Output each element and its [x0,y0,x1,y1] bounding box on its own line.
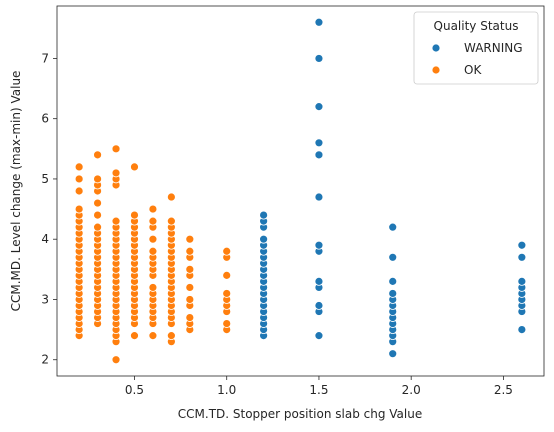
point-ok-21 [74,204,84,214]
point-warning-44 [388,252,398,262]
point-warning-54 [517,240,527,250]
y-axis-label: CCM.MD. Level change (max-min) Value [9,71,23,312]
point-ok-93 [130,210,139,220]
point-ok-74 [130,331,139,341]
point-ok-150 [222,270,232,280]
point-ok-108 [148,234,158,244]
x-tick-label-3: 2.0 [402,383,421,397]
x-tick-label-1: 1.0 [217,383,236,397]
y-tick-label-5: 7 [41,51,49,65]
point-ok-47 [93,150,102,160]
point-ok-152 [222,246,232,256]
point-ok-48 [111,355,121,365]
point-ok-69 [111,216,121,226]
point-warning-31 [314,54,324,63]
point-ok-46 [93,174,102,184]
point-ok-149 [222,289,232,298]
point-ok-138 [185,283,195,292]
legend-marker-warning [431,43,441,53]
point-ok-42 [93,210,102,220]
point-warning-28 [314,150,324,160]
legend-box [413,11,539,85]
x-tick-label-2: 1.5 [309,383,328,397]
legend-marker-ok [431,65,441,75]
point-ok-132 [166,192,176,202]
points-layer [74,17,527,365]
point-warning-32 [314,17,324,27]
point-warning-52 [517,276,527,286]
y-axis: 2 3 4 5 6 7 [41,51,57,367]
point-ok-113 [166,331,176,341]
point-ok-41 [93,222,102,232]
point-ok-110 [148,216,158,226]
point-warning-27 [314,192,324,202]
x-tick-label-0: 0.5 [125,383,144,397]
point-warning-53 [517,252,527,262]
point-ok-23 [74,174,84,184]
point-ok-135 [185,313,195,322]
point-warning-43 [388,276,398,286]
point-ok-94 [130,162,139,172]
point-ok-73 [111,144,121,154]
x-axis: 0.5 1.0 1.5 2.0 2.5 [125,376,513,397]
y-tick-label-3: 5 [41,172,49,186]
point-ok-24 [74,162,84,172]
point-ok-102 [148,283,158,292]
y-tick-label-2: 4 [41,232,49,246]
point-warning-20 [314,331,324,341]
legend-title: Quality Status [434,19,519,33]
point-ok-72 [111,168,121,178]
legend-label-ok: OK [464,63,482,77]
point-warning-22 [314,301,324,310]
legend: Quality Status WARNING OK [413,11,539,85]
point-ok-143 [185,234,195,244]
point-warning-24 [314,276,324,286]
plot-frame [56,5,545,377]
point-warning-19 [259,210,269,220]
point-warning-46 [517,325,527,335]
point-ok-131 [166,216,176,226]
point-ok-43 [93,198,102,208]
point-ok-145 [222,319,232,328]
point-warning-16 [259,234,269,244]
x-tick-label-4: 2.5 [494,383,513,397]
point-warning-42 [388,289,398,298]
point-ok-142 [185,246,195,256]
point-warning-33 [388,349,398,359]
legend-label-warning: WARNING [464,41,523,55]
y-tick-label-1: 3 [41,292,49,306]
point-warning-26 [314,240,324,250]
point-ok-140 [185,264,195,274]
point-warning-45 [388,222,398,232]
point-warning-30 [314,102,324,112]
point-warning-29 [314,138,324,148]
point-ok-111 [148,204,158,214]
y-tick-label-0: 2 [41,353,49,367]
x-axis-label: CCM.TD. Stopper position slab chg Value [178,407,422,421]
point-ok-137 [185,295,195,304]
point-ok-95 [148,331,158,341]
point-ok-22 [74,186,84,196]
y-tick-label-4: 6 [41,112,49,126]
point-ok-107 [148,246,158,256]
